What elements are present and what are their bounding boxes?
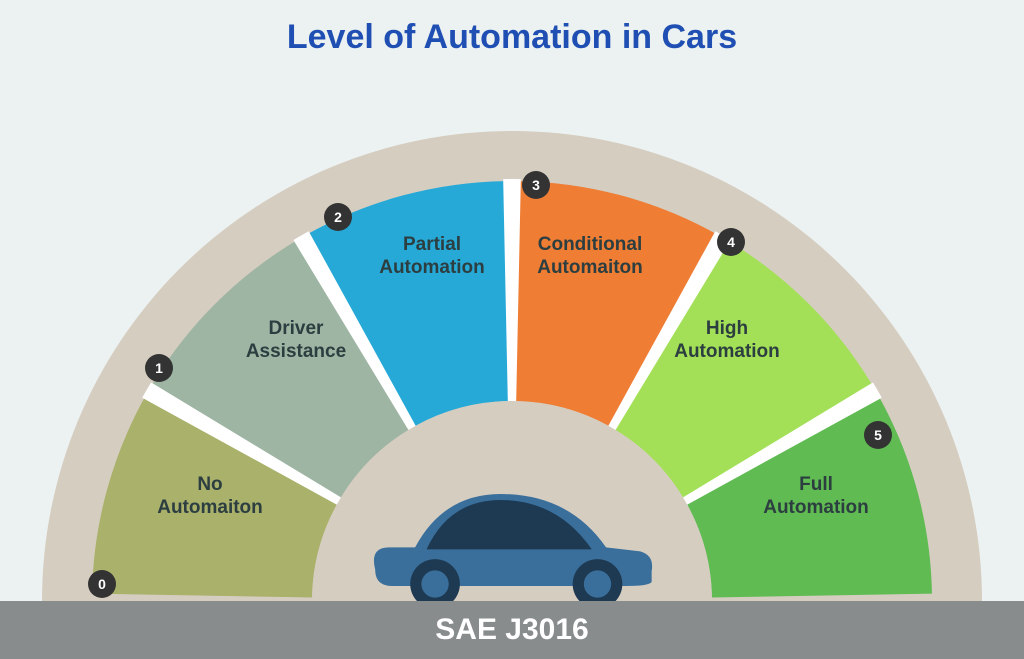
segment-label-line2: Automaiton <box>537 257 643 278</box>
level-badge-number: 3 <box>532 177 540 193</box>
segment-label-line1: Driver <box>269 318 325 339</box>
level-badge-number: 5 <box>874 427 882 443</box>
level-badge-number: 1 <box>155 360 163 376</box>
segment-label-line1: High <box>706 318 748 339</box>
segment-label-line2: Automation <box>763 497 869 518</box>
segment-label-line1: No <box>197 474 222 495</box>
car-wheel-hub <box>584 570 611 597</box>
gauge-chart: 0NoAutomaiton1DriverAssistance2PartialAu… <box>0 0 1024 659</box>
segment-label-line1: Conditional <box>538 234 642 255</box>
footer-label: SAE J3016 <box>435 613 588 647</box>
segment-label-line1: Partial <box>403 234 461 255</box>
level-badge-number: 0 <box>98 576 106 592</box>
footer-bar: SAE J3016 <box>0 601 1024 659</box>
segment-label-line2: Assistance <box>246 341 346 362</box>
level-badge-number: 4 <box>727 234 735 250</box>
car-wheel-hub <box>421 570 448 597</box>
segment-label-line2: Automation <box>379 257 485 278</box>
segment-label-line2: Automaiton <box>157 497 263 518</box>
segment-label-line1: Full <box>799 474 833 495</box>
infographic-root: Level of Automation in Cars 0NoAutomaito… <box>0 0 1024 659</box>
level-badge-number: 2 <box>334 209 342 225</box>
segment-label-line2: Automation <box>674 341 780 362</box>
